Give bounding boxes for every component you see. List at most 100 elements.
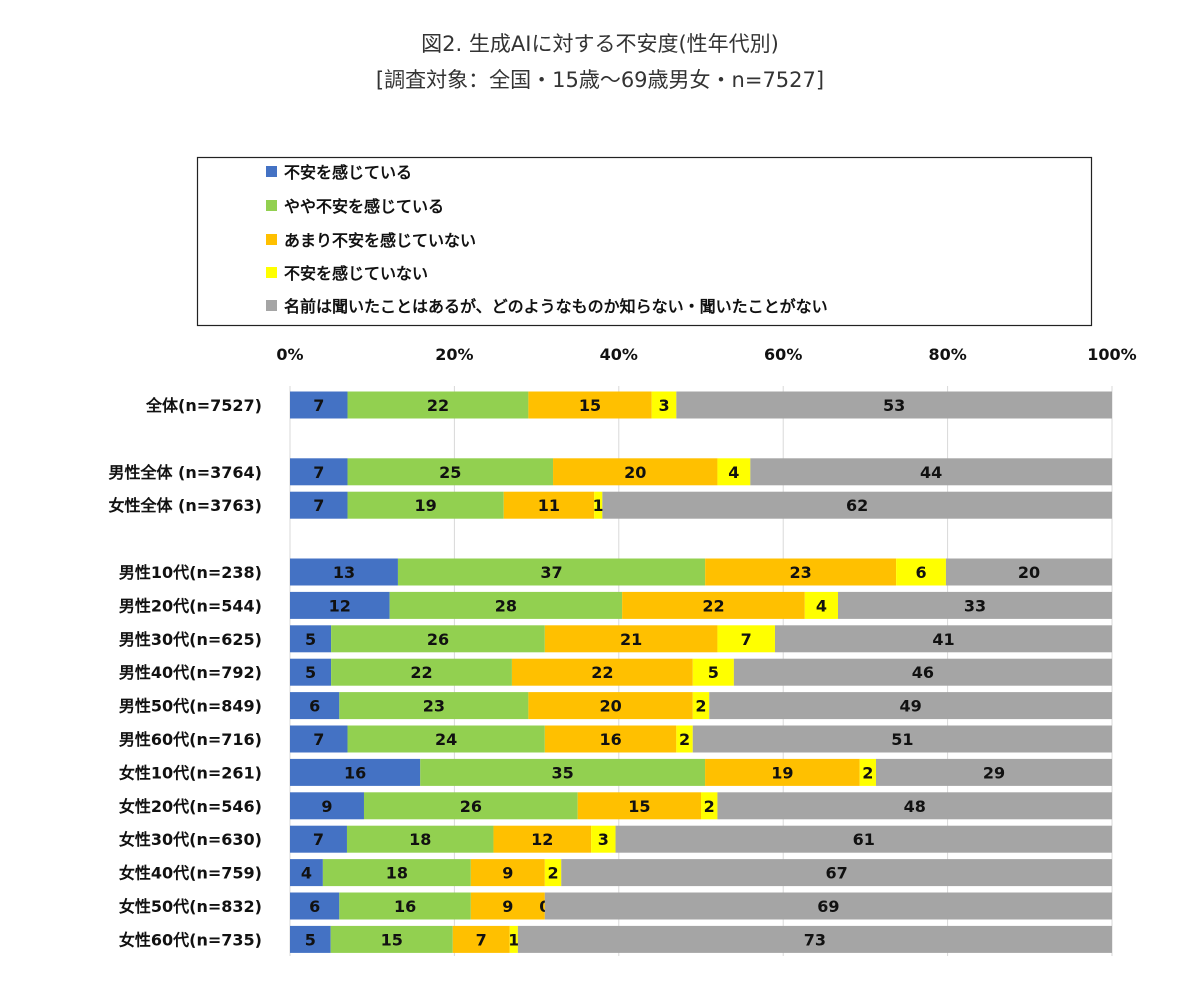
data-label: 69 <box>817 897 839 916</box>
data-label: 20 <box>1018 563 1040 582</box>
bar-segment <box>290 558 398 586</box>
data-label: 35 <box>552 763 574 782</box>
bar-segment <box>733 658 1112 686</box>
bar-segment <box>322 859 471 887</box>
legend-label: 不安を感じている <box>284 163 412 182</box>
data-label: 20 <box>599 697 621 716</box>
data-label: 12 <box>531 830 553 849</box>
bar-segment <box>553 458 718 486</box>
bar-segment <box>875 758 1112 786</box>
data-label: 28 <box>495 596 517 615</box>
legend-swatch <box>266 234 277 245</box>
legend-box <box>196 156 1093 327</box>
data-label: 53 <box>883 396 905 415</box>
bar-segment <box>838 591 1112 619</box>
bar-segment <box>290 491 348 519</box>
bar-segment <box>859 758 876 786</box>
bar-segment <box>389 591 623 619</box>
bar-segment <box>591 825 616 853</box>
bar-segment <box>528 391 652 419</box>
bar-segment <box>420 758 706 786</box>
x-tick-label: 60% <box>764 345 802 364</box>
bar-segment <box>709 692 1112 720</box>
bar-segment <box>511 658 693 686</box>
data-label: 7 <box>313 396 324 415</box>
bar-segment <box>517 925 1112 953</box>
data-label: 7 <box>313 496 324 515</box>
bar-segment <box>594 491 603 519</box>
bar-segment <box>363 792 578 820</box>
category-label: 女性60代(n=735) <box>119 930 262 949</box>
data-label: 49 <box>899 697 921 716</box>
x-tick-label: 0% <box>276 345 303 364</box>
x-tick-label: 80% <box>928 345 966 364</box>
data-label: 9 <box>321 797 332 816</box>
data-label: 2 <box>679 730 690 749</box>
bar-segment <box>577 792 701 820</box>
bar-segment <box>945 558 1112 586</box>
bar-segment <box>804 591 838 619</box>
data-label: 6 <box>309 697 320 716</box>
data-label: 7 <box>741 630 752 649</box>
bar-segment <box>290 591 390 619</box>
bar-segment <box>528 692 693 720</box>
data-label: 5 <box>708 663 719 682</box>
data-label: 12 <box>329 596 351 615</box>
data-label: 26 <box>460 797 482 816</box>
bar-segment <box>651 391 677 419</box>
data-label: 1 <box>593 496 604 515</box>
data-label: 4 <box>301 864 312 883</box>
data-label: 26 <box>427 630 449 649</box>
data-label: 19 <box>414 496 436 515</box>
category-label: 男性60代(n=716) <box>119 730 262 749</box>
data-label: 6 <box>915 563 926 582</box>
bar-segment <box>290 458 348 486</box>
category-label: 男性20代(n=544) <box>119 596 262 615</box>
legend-swatch <box>266 166 277 177</box>
data-label: 23 <box>423 697 445 716</box>
data-label: 3 <box>658 396 669 415</box>
bar-segment <box>503 491 595 519</box>
bar-segment <box>896 558 946 586</box>
data-label: 15 <box>381 930 403 949</box>
legend-swatch <box>266 300 277 311</box>
data-label: 20 <box>624 463 646 482</box>
category-label: 男性40代(n=792) <box>119 663 262 682</box>
bar-segment <box>330 925 453 953</box>
bar-segment <box>290 391 348 419</box>
data-label: 3 <box>598 830 609 849</box>
data-label: 46 <box>912 663 934 682</box>
data-label: 4 <box>728 463 739 482</box>
data-label: 22 <box>702 596 724 615</box>
x-tick-label: 40% <box>600 345 638 364</box>
x-tick-label: 20% <box>435 345 473 364</box>
bar-segment <box>692 692 710 720</box>
data-label: 2 <box>695 697 706 716</box>
data-label: 7 <box>313 730 324 749</box>
data-label: 15 <box>628 797 650 816</box>
bar-segment <box>493 825 592 853</box>
data-label: 16 <box>394 897 416 916</box>
chart-subtitle: [調査対象：全国・15歳～69歳男女・n=7527] <box>375 68 825 92</box>
data-label: 15 <box>579 396 601 415</box>
data-label: 37 <box>540 563 562 582</box>
data-label: 5 <box>305 630 316 649</box>
data-label: 7 <box>313 830 324 849</box>
bar-segment <box>470 859 545 887</box>
bar-segment <box>676 391 1112 419</box>
data-label: 7 <box>313 463 324 482</box>
category-label: 女性10代(n=261) <box>119 763 262 782</box>
bar-segment <box>692 658 734 686</box>
bar-segment <box>717 792 1112 820</box>
bar-segment <box>717 458 751 486</box>
legend-label: あまり不安を感じていない <box>284 231 476 250</box>
bar-segment <box>470 892 545 920</box>
data-label: 23 <box>790 563 812 582</box>
data-label: 13 <box>333 563 355 582</box>
data-label: 48 <box>904 797 926 816</box>
bar-segment <box>622 591 805 619</box>
bar-segment <box>331 625 545 653</box>
bar-segment <box>705 758 860 786</box>
bar-segment <box>290 692 340 720</box>
